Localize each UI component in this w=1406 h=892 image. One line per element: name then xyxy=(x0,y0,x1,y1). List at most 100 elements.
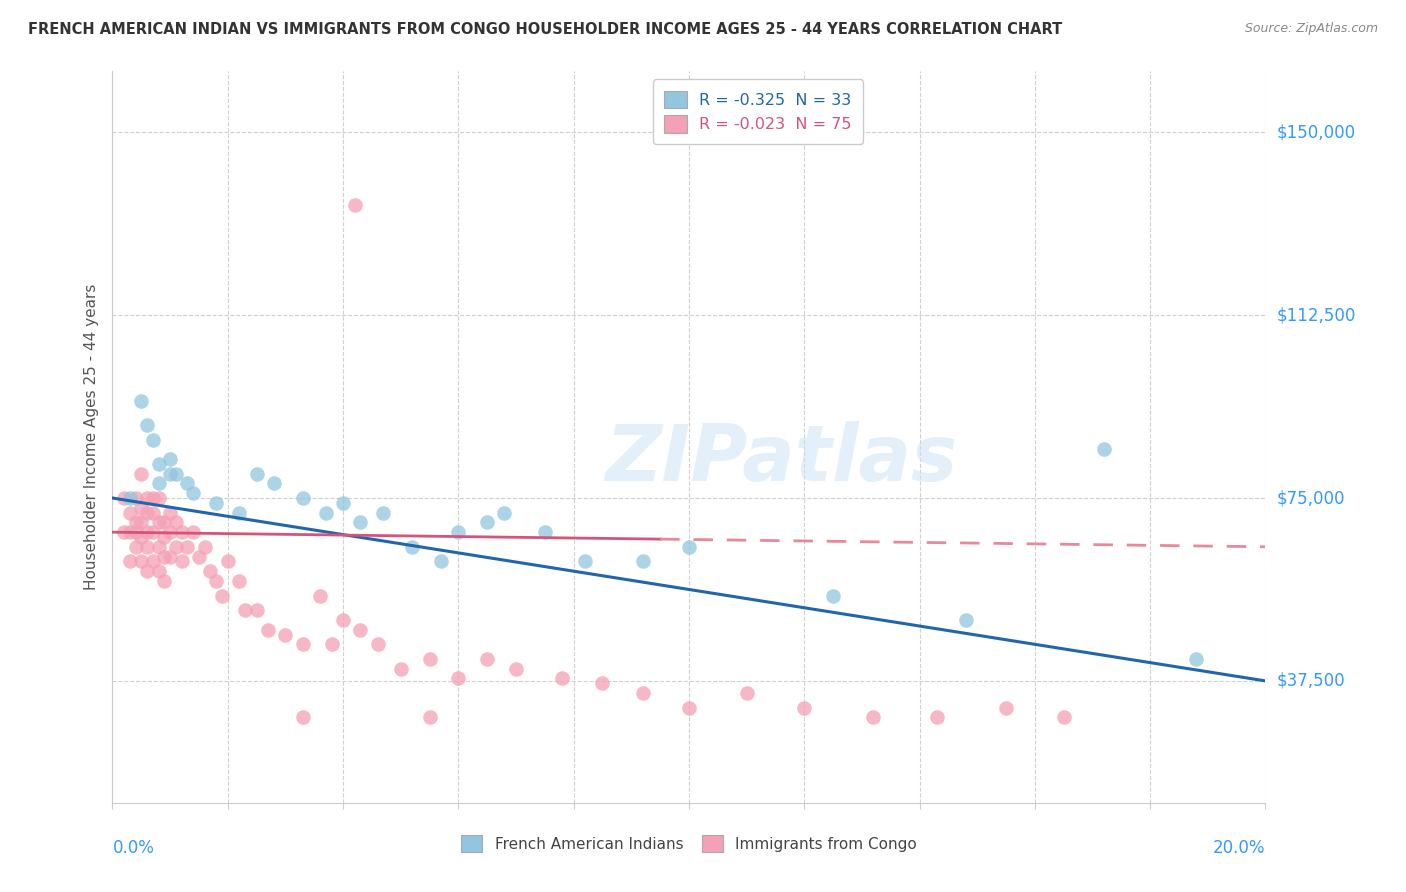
Point xyxy=(401,540,423,554)
Point xyxy=(129,554,153,568)
Point xyxy=(129,516,153,530)
Text: 20.0%: 20.0% xyxy=(1213,839,1265,857)
Point xyxy=(118,554,141,568)
Y-axis label: Householder Income Ages 25 - 44 years: Householder Income Ages 25 - 44 years xyxy=(84,284,100,591)
Point xyxy=(631,686,654,700)
Point xyxy=(291,710,314,724)
Point xyxy=(176,540,198,554)
Point xyxy=(475,516,499,530)
Point xyxy=(136,417,159,432)
Point xyxy=(200,564,222,578)
Point xyxy=(124,525,146,540)
Point xyxy=(793,700,815,714)
Text: 0.0%: 0.0% xyxy=(112,839,155,857)
Point xyxy=(136,564,159,578)
Point xyxy=(574,554,596,568)
Point xyxy=(159,506,181,520)
Point xyxy=(349,516,371,530)
Point xyxy=(159,467,181,481)
Point xyxy=(129,467,153,481)
Point xyxy=(148,476,170,491)
Point xyxy=(148,457,170,471)
Point xyxy=(678,700,700,714)
Text: $75,000: $75,000 xyxy=(1277,489,1346,507)
Point xyxy=(315,506,337,520)
Point xyxy=(678,540,700,554)
Point xyxy=(551,672,574,686)
Point xyxy=(142,554,165,568)
Point xyxy=(159,452,181,467)
Point xyxy=(862,710,884,724)
Point xyxy=(142,525,165,540)
Point xyxy=(181,486,204,500)
Point xyxy=(136,491,159,505)
Point xyxy=(124,516,146,530)
Point xyxy=(118,525,141,540)
Point xyxy=(112,491,135,505)
Point xyxy=(321,637,343,651)
Point xyxy=(165,467,187,481)
Point xyxy=(153,574,176,588)
Point xyxy=(118,491,141,505)
Point xyxy=(447,672,470,686)
Point xyxy=(188,549,211,564)
Point xyxy=(291,491,314,505)
Point xyxy=(263,476,285,491)
Point xyxy=(153,549,176,564)
Point xyxy=(136,525,159,540)
Point xyxy=(148,516,170,530)
Point xyxy=(142,433,165,447)
Point xyxy=(1053,710,1076,724)
Point xyxy=(228,574,250,588)
Point xyxy=(246,603,269,617)
Point xyxy=(475,652,499,666)
Point xyxy=(136,506,159,520)
Point xyxy=(309,589,332,603)
Point xyxy=(821,589,844,603)
Point xyxy=(534,525,557,540)
Point xyxy=(170,525,193,540)
Point xyxy=(153,516,176,530)
Point xyxy=(1185,652,1208,666)
Point xyxy=(735,686,758,700)
Point xyxy=(129,530,153,544)
Point xyxy=(165,516,187,530)
Point xyxy=(205,574,228,588)
Text: $112,500: $112,500 xyxy=(1277,306,1355,324)
Point xyxy=(165,540,187,554)
Point xyxy=(419,710,441,724)
Point xyxy=(447,525,470,540)
Point xyxy=(228,506,250,520)
Point xyxy=(373,506,395,520)
Point xyxy=(505,662,527,676)
Point xyxy=(205,496,228,510)
Point xyxy=(430,554,453,568)
Point xyxy=(112,525,135,540)
Point xyxy=(176,476,198,491)
Point xyxy=(194,540,217,554)
Point xyxy=(148,564,170,578)
Point xyxy=(181,525,204,540)
Text: FRENCH AMERICAN INDIAN VS IMMIGRANTS FROM CONGO HOUSEHOLDER INCOME AGES 25 - 44 : FRENCH AMERICAN INDIAN VS IMMIGRANTS FRO… xyxy=(28,22,1063,37)
Point xyxy=(291,637,314,651)
Point xyxy=(170,554,193,568)
Point xyxy=(211,589,233,603)
Text: $37,500: $37,500 xyxy=(1277,672,1346,690)
Text: $150,000: $150,000 xyxy=(1277,123,1355,141)
Point xyxy=(118,506,141,520)
Point xyxy=(332,613,354,627)
Point xyxy=(925,710,948,724)
Point xyxy=(257,623,280,637)
Point xyxy=(494,506,516,520)
Point xyxy=(142,491,165,505)
Point xyxy=(136,540,159,554)
Point xyxy=(995,700,1018,714)
Point xyxy=(246,467,269,481)
Point xyxy=(367,637,389,651)
Point xyxy=(129,393,153,408)
Point xyxy=(153,530,176,544)
Point xyxy=(343,198,366,212)
Point xyxy=(389,662,412,676)
Legend: French American Indians, Immigrants from Congo: French American Indians, Immigrants from… xyxy=(451,826,927,861)
Point xyxy=(159,549,181,564)
